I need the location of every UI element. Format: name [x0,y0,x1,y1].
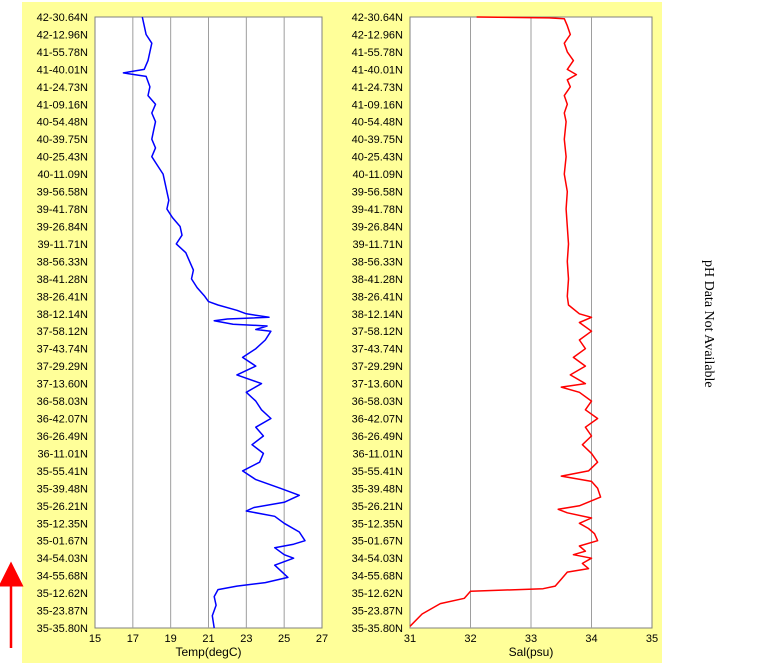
sal-y-tick-label: 38-41.28N [352,274,403,286]
temp-x-tick-label: 23 [240,633,252,645]
temp-y-tick-label: 40-39.75N [37,134,88,146]
temperature-panel: 15 17 19 21 23 25 27 42-30.64N 42-12.96N 41-55.78… [37,12,329,659]
sal-y-tick-label: 36-26.49N [352,431,403,443]
temp-y-tick-label: 38-26.41N [37,291,88,303]
temp-y-tick-label: 37-29.29N [37,361,88,373]
temp-x-tick-label: 21 [202,633,214,645]
temp-y-tick-label: 41-40.01N [37,64,88,76]
sal-y-tick-label: 39-56.58N [352,187,403,199]
sal-x-tick-label: 33 [525,633,537,645]
sal-series-line [409,16,602,627]
sal-y-tick-label: 34-55.68N [352,571,403,583]
temp-y-tick-label: 39-41.78N [37,204,88,216]
temp-y-tick-label: 41-09.16N [37,99,88,111]
temp-y-tick-label: 36-26.49N [37,431,88,443]
sal-x-tick-label: 31 [404,633,416,645]
temp-y-tick-label: 35-23.87N [37,606,88,618]
sal-y-tick-label: 40-39.75N [352,134,403,146]
temp-x-tick-label: 17 [127,633,139,645]
sal-y-tick-label: 40-54.48N [352,117,403,129]
sal-y-tick-label: 36-58.03N [352,396,403,408]
sal-y-tick-label: 41-55.78N [352,47,403,59]
temp-y-tick-label: 35-55.41N [37,466,88,478]
sal-y-tick-label: 35-12.35N [352,518,403,530]
ph-note-text: pH Data Not Available [701,260,716,388]
temp-x-tick-label: 19 [165,633,177,645]
temp-y-tick-label: 40-25.43N [37,152,88,164]
temp-y-tick-label: 39-11.71N [37,239,88,251]
sal-axis-title: Sal(psu) [509,645,554,659]
sal-y-tick-label: 34-54.03N [352,553,403,565]
temp-x-tick-label: 27 [316,633,328,645]
sal-y-tick-label: 39-41.78N [352,204,403,216]
temp-y-tick-label: 35-35.80N [37,623,88,635]
sal-y-tick-label: 41-09.16N [352,99,403,111]
sal-y-tick-label: 37-29.29N [352,361,403,373]
temp-y-tick-label: 40-54.48N [37,117,88,129]
temp-series-line [122,16,306,629]
temp-y-tick-label: 37-43.74N [37,344,88,356]
temp-y-tick-label: 35-26.21N [37,501,88,513]
temp-y-tick-label: 38-12.14N [37,309,88,321]
sal-y-tick-label: 38-26.41N [352,291,403,303]
temp-y-tick-label: 35-39.48N [37,483,88,495]
temp-y-tick-label: 40-11.09N [37,169,88,181]
sal-y-tick-label: 36-42.07N [352,414,403,426]
temp-y-tick-label: 35-12.62N [37,588,88,600]
temp-y-tick-label: 36-11.01N [37,448,88,460]
sal-y-tick-label: 40-11.09N [352,169,403,181]
temp-y-tick-label: 39-56.58N [37,187,88,199]
temp-y-tick-label: 35-01.67N [37,536,88,548]
temp-axis-title: Temp(degC) [175,645,241,659]
temp-y-tick-label: 42-30.64N [37,12,88,24]
sal-y-tick-label: 39-11.71N [352,239,403,251]
sal-y-tick-label: 42-12.96N [352,29,403,41]
temp-y-tick-label: 36-58.03N [37,396,88,408]
sal-y-tick-label: 41-24.73N [352,82,403,94]
sal-y-tick-label: 37-13.60N [352,379,403,391]
sal-y-tick-label: 35-39.48N [352,483,403,495]
temp-y-tick-label: 42-12.96N [37,29,88,41]
temp-y-tick-label: 35-12.35N [37,518,88,530]
sal-y-tick-label: 41-40.01N [352,64,403,76]
sal-y-tick-label: 36-11.01N [352,448,403,460]
temp-y-tick-label: 38-41.28N [37,274,88,286]
sal-y-tick-label: 37-58.12N [352,326,403,338]
temp-y-tick-label: 36-42.07N [37,414,88,426]
temp-x-tick-label: 25 [278,633,290,645]
sal-y-tick-label: 35-12.62N [352,588,403,600]
sal-x-tick-label: 32 [464,633,476,645]
sal-y-tick-label: 39-26.84N [352,221,403,233]
sal-y-tick-label: 35-01.67N [352,536,403,548]
salinity-panel: 31 32 33 34 35 42-30.64N 42-12.96N 41-55.78N 41-… [352,12,659,659]
sal-x-tick-label: 34 [585,633,597,645]
temp-y-tick-label: 41-55.78N [37,47,88,59]
sal-y-tick-label: 38-56.33N [352,256,403,268]
temp-y-tick-label: 41-24.73N [37,82,88,94]
sal-y-tick-label: 35-55.41N [352,466,403,478]
sal-y-tick-label: 42-30.64N [352,12,403,24]
temp-y-tick-label: 34-54.03N [37,553,88,565]
temp-y-tick-label: 39-26.84N [37,221,88,233]
temp-y-tick-label: 37-13.60N [37,379,88,391]
sal-x-tick-label: 35 [646,633,658,645]
sal-y-tick-label: 35-26.21N [352,501,403,513]
sal-y-tick-label: 37-43.74N [352,344,403,356]
sal-y-tick-label: 40-25.43N [352,152,403,164]
sal-y-tick-label: 38-12.14N [352,309,403,321]
temp-y-tick-label: 37-58.12N [37,326,88,338]
temp-y-tick-label: 38-56.33N [37,256,88,268]
temp-x-tick-label: 15 [89,633,101,645]
sal-y-tick-label: 35-23.87N [352,606,403,618]
sal-y-tick-label: 35-35.80N [352,623,403,635]
temp-y-tick-label: 34-55.68N [37,571,88,583]
